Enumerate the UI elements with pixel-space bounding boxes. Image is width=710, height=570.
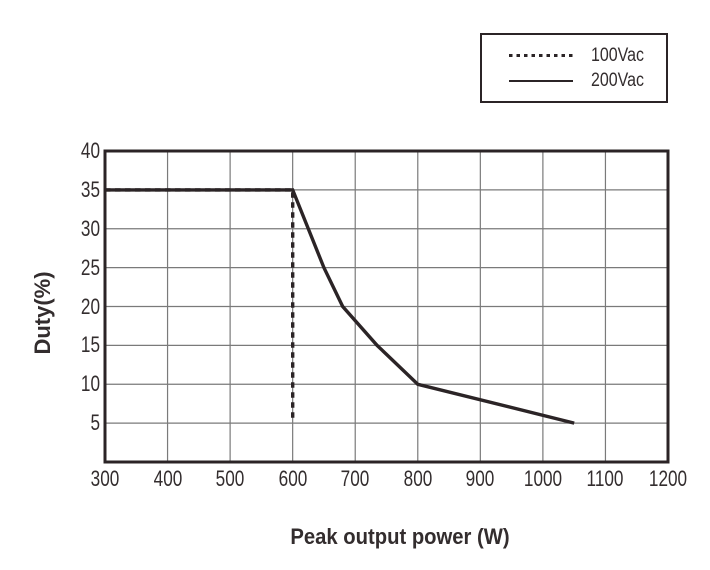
legend-label-200vac: 200Vac — [591, 69, 644, 91]
series-line-200vac — [105, 188, 575, 425]
y-axis-title: Duty(%) — [30, 271, 55, 355]
dashed-line-icon — [509, 54, 573, 57]
solid-line-icon — [509, 79, 573, 82]
x-tick-label: 600 — [278, 466, 307, 491]
x-axis-title: Peak output power (W) — [290, 524, 510, 549]
legend-item-100vac: 100Vac — [509, 44, 666, 66]
legend: 100Vac 200Vac — [480, 33, 668, 103]
x-tick-label: 400 — [153, 466, 182, 491]
x-tick-label: 1100 — [586, 466, 624, 491]
x-tick-label: 700 — [340, 466, 370, 491]
legend-label-100vac: 100Vac — [591, 44, 644, 66]
x-tick-label: 900 — [466, 466, 495, 491]
x-tick-label: 300 — [90, 466, 120, 491]
y-tick-label: 30 — [80, 215, 100, 241]
x-tick-label: 500 — [215, 466, 245, 491]
y-tick-label: 10 — [80, 371, 100, 397]
x-tick-label: 1200 — [648, 466, 688, 491]
y-tick-label: 5 — [90, 410, 100, 436]
y-tick-label: 40 — [80, 138, 100, 163]
y-tick-label: 35 — [80, 176, 100, 202]
y-tick-label: 15 — [80, 332, 100, 358]
x-tick-label: 800 — [403, 466, 433, 491]
legend-item-200vac: 200Vac — [509, 69, 666, 91]
y-tick-label: 25 — [80, 254, 100, 280]
x-tick-label: 1000 — [523, 466, 562, 491]
y-tick-label: 20 — [80, 293, 100, 319]
plot-border — [103, 149, 670, 464]
